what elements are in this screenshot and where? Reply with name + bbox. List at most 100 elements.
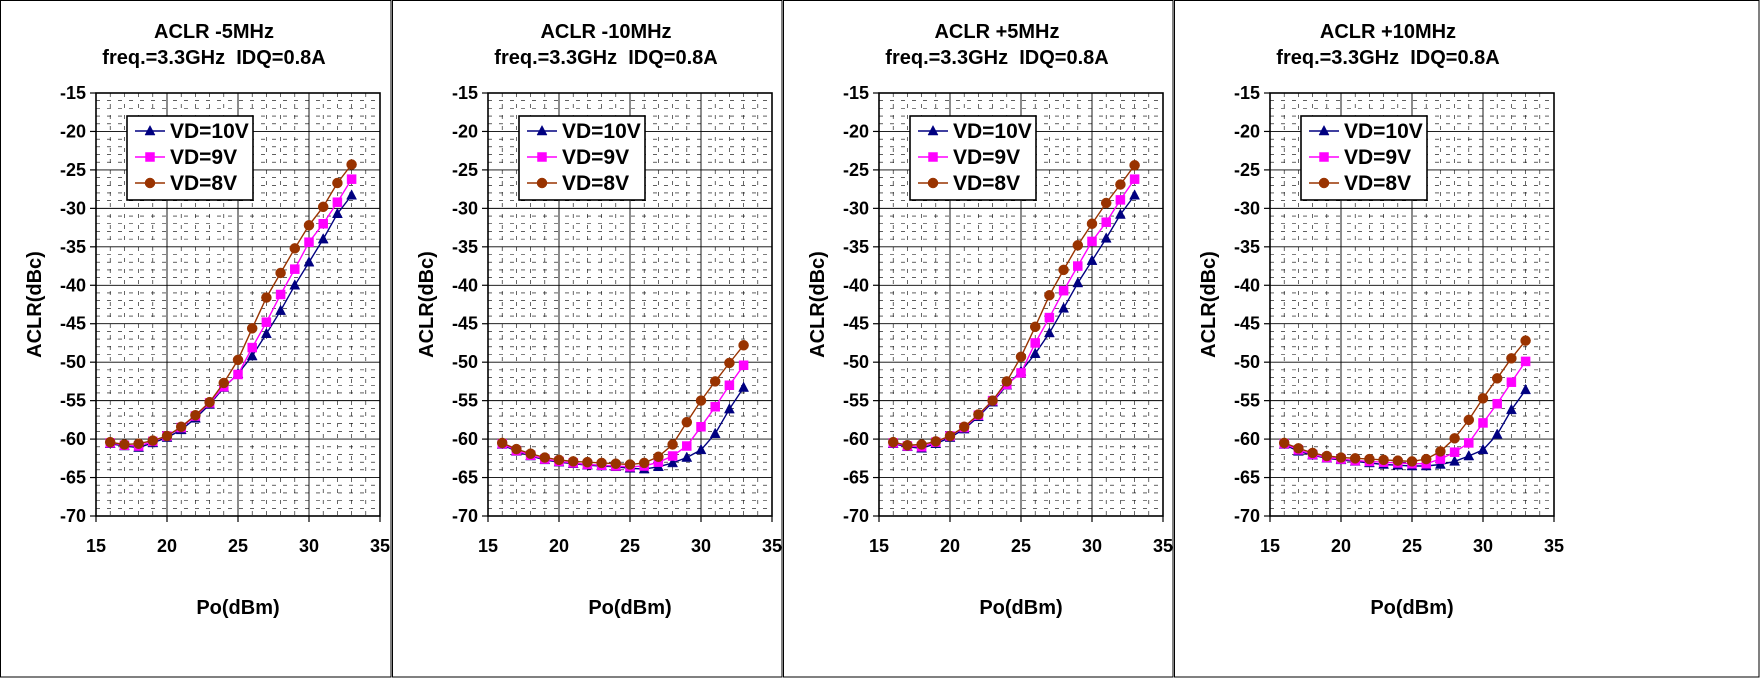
data-point-circle (1072, 240, 1084, 251)
chart-title: ACLR +10MHz (1320, 21, 1456, 43)
legend-label: VD=8V (562, 172, 629, 195)
chart-subtitle: freq.=3.3GHz IDQ=0.8A (1276, 47, 1499, 69)
legend-label: VD=9V (170, 146, 237, 169)
y-tick-label: -50 (843, 352, 869, 372)
data-point-circle (1115, 179, 1126, 190)
data-point-circle (1392, 455, 1404, 466)
y-tick-label: -40 (452, 275, 478, 295)
data-point-square (1464, 438, 1474, 448)
data-point-triangle (346, 189, 358, 200)
x-tick-label: 25 (228, 536, 248, 556)
y-tick-label: -30 (452, 198, 478, 218)
chart-title: ACLR -10MHz (540, 21, 671, 43)
y-tick-label: -50 (1234, 352, 1260, 372)
data-point-square (247, 342, 257, 353)
data-point-square (304, 237, 314, 247)
data-point-square (1129, 174, 1140, 184)
data-point-circle (539, 452, 551, 463)
data-point-circle (1449, 433, 1460, 444)
y-tick-label: -35 (452, 237, 478, 257)
data-point-square (1115, 195, 1126, 205)
data-point-square (1520, 356, 1531, 367)
data-point-circle (1100, 197, 1112, 209)
data-point-triangle (1072, 276, 1084, 288)
data-point-triangle (260, 327, 272, 338)
data-point-circle (232, 354, 244, 366)
chart-group: ACLR -5MHz freq.=3.3GHz IDQ=0.8A -15 -20 -25… (0, 0, 392, 678)
data-point-square (537, 152, 547, 162)
data-point-triangle (303, 256, 315, 267)
data-point-square (1030, 338, 1040, 348)
y-tick-label: -65 (1234, 468, 1260, 488)
data-point-triangle (1029, 347, 1041, 358)
data-point-circle (916, 439, 927, 450)
data-point-circle (709, 376, 721, 387)
y-tick-label: -65 (843, 468, 869, 488)
data-point-circle (147, 435, 159, 446)
legend: VD=10V VD=9V VD=8V (1300, 115, 1428, 201)
data-point-circle (1435, 446, 1446, 457)
y-tick-label: -45 (843, 314, 869, 334)
data-point-triangle (1505, 403, 1517, 415)
y-tick-label: -50 (452, 352, 478, 372)
y-axis-label: ACLR(dBc) (807, 251, 829, 358)
x-tick-label: 35 (762, 536, 782, 556)
data-point-triangle (1043, 326, 1055, 338)
x-tick-label: 35 (1544, 536, 1564, 556)
y-tick-label: -70 (452, 506, 478, 526)
data-point-square (1087, 236, 1097, 247)
y-tick-label: -15 (1234, 83, 1260, 103)
data-point-circle (161, 430, 173, 442)
series-VD=8V (1278, 335, 1531, 467)
data-point-circle (218, 377, 230, 389)
data-point-square (1319, 152, 1329, 162)
data-point-circle (1491, 373, 1503, 384)
data-point-square (1073, 261, 1083, 271)
data-point-triangle (317, 233, 329, 244)
data-point-triangle (927, 124, 939, 136)
legend: VD=10V VD=9V VD=8V (518, 115, 646, 201)
data-point-circle (738, 340, 749, 351)
y-tick-label: -15 (452, 83, 478, 103)
data-point-circle (927, 177, 939, 189)
legend-label: VD=10V (1344, 120, 1423, 143)
data-point-circle (1506, 353, 1517, 364)
y-tick-label: -15 (843, 83, 869, 103)
y-tick-label: -65 (60, 468, 86, 488)
data-point-circle (1318, 177, 1330, 189)
data-point-circle (1349, 453, 1361, 464)
data-point-circle (511, 443, 522, 455)
chart-subtitle: freq.=3.3GHz IDQ=0.8A (885, 47, 1108, 69)
x-tick-label: 20 (1331, 536, 1351, 556)
x-tick-label: 25 (1402, 536, 1422, 556)
data-point-triangle (536, 124, 548, 136)
x-tick-label: 15 (1260, 536, 1280, 556)
y-tick-label: -55 (843, 391, 869, 411)
data-point-circle (204, 396, 215, 408)
y-tick-label: -60 (60, 429, 86, 449)
data-point-circle (133, 438, 144, 449)
x-tick-label: 20 (549, 536, 569, 556)
x-tick-label: 35 (370, 536, 390, 556)
data-point-circle (1520, 335, 1531, 346)
legend-label: VD=8V (953, 172, 1020, 195)
data-point-square (738, 360, 749, 371)
data-point-circle (1307, 447, 1318, 459)
data-point-circle (1406, 456, 1418, 467)
data-point-circle (1129, 160, 1140, 171)
data-point-triangle (1449, 455, 1461, 466)
data-point-triangle (289, 279, 301, 290)
data-point-circle (1044, 290, 1055, 301)
data-point-circle (610, 458, 622, 469)
data-point-triangle (695, 443, 707, 455)
data-point-circle (525, 448, 536, 459)
data-point-circle (567, 456, 579, 467)
data-point-square (233, 369, 243, 380)
data-point-circle (1378, 454, 1389, 466)
y-tick-label: -15 (60, 83, 86, 103)
y-tick-label: -45 (1234, 314, 1260, 334)
y-tick-label: -30 (1234, 198, 1260, 218)
y-tick-label: -60 (843, 429, 869, 449)
